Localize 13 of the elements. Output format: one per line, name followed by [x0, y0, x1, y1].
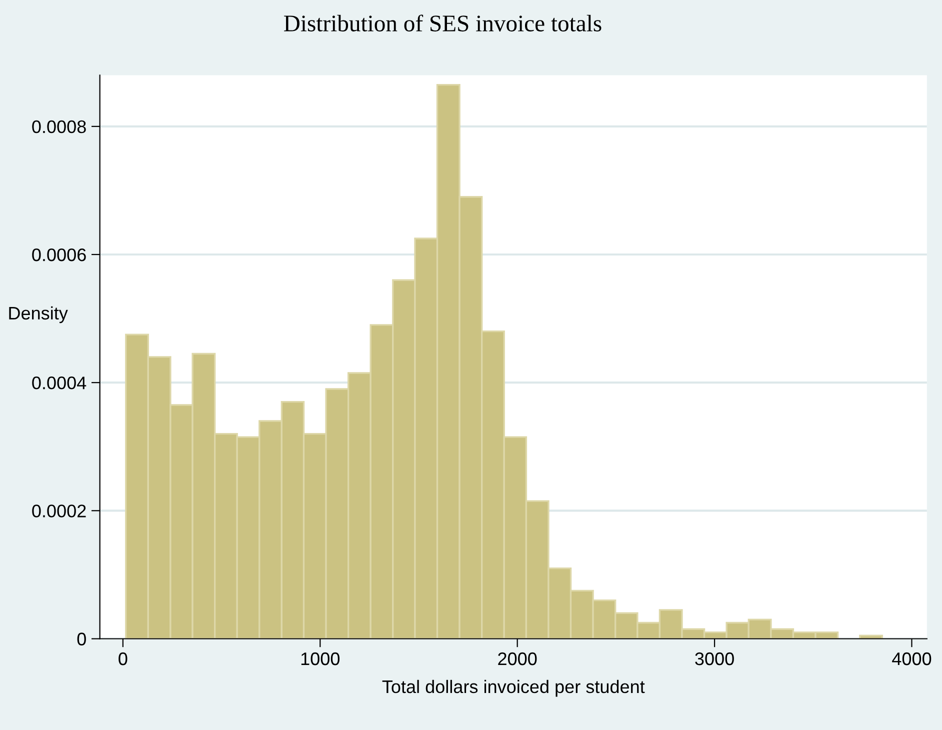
x-tick-label: 3000 — [695, 652, 734, 666]
y-tick-label: 0.0006 — [32, 248, 86, 262]
x-axis-title: Total dollars invoiced per student — [382, 680, 645, 697]
y-axis-title: Density — [9, 306, 68, 324]
y-tick-label: 0 — [77, 632, 86, 646]
y-tick-label: 0.0004 — [32, 376, 86, 390]
x-tick-label: 0 — [118, 652, 128, 666]
x-tick-label: 2000 — [498, 652, 537, 666]
y-tick-label: 0.0002 — [32, 504, 86, 518]
x-tick-label: 4000 — [892, 652, 932, 666]
x-tick-label: 1000 — [301, 652, 340, 666]
chart-title: Distribution of SES invoice totals — [284, 14, 602, 32]
y-tick-label: 0.0008 — [32, 120, 86, 134]
